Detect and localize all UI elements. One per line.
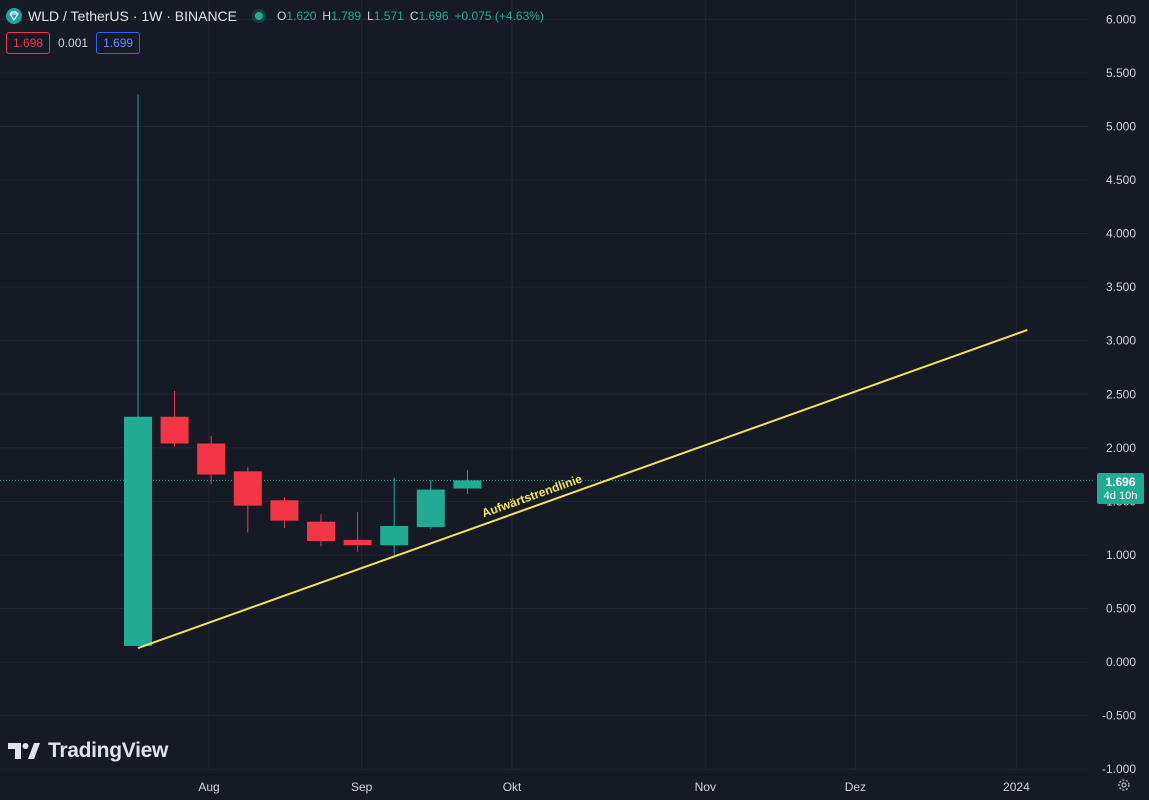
y-tick-label: -0.500 [1102, 709, 1136, 723]
ohlc-low: L1.571 [367, 9, 404, 23]
y-tick-label: -1.000 [1102, 762, 1136, 776]
ohlc-open: O1.620 [277, 9, 317, 23]
y-tick-label: 6.000 [1106, 12, 1136, 26]
y-tick-label: 4.000 [1106, 227, 1136, 241]
gear-icon[interactable] [1116, 777, 1132, 793]
y-tick-label: 1.000 [1106, 548, 1136, 562]
y-tick-label: 0.500 [1106, 601, 1136, 615]
y-tick-label: 5.500 [1106, 66, 1136, 80]
chart-legend: WLD / TetherUS · 1W · BINANCE O1.620 H1.… [6, 6, 544, 26]
ohlc-values: O1.620 H1.789 L1.571 C1.696 +0.075 (+4.6… [277, 9, 544, 23]
candle-down [160, 416, 189, 444]
candle-down [270, 500, 299, 521]
y-tick-label: 2.000 [1106, 441, 1136, 455]
candle-down [197, 443, 226, 475]
x-tick-label: Okt [503, 780, 522, 794]
last-price-value: 1.696 [1105, 475, 1136, 489]
candle-down [233, 471, 262, 506]
spread-value: 0.001 [58, 36, 89, 50]
y-tick-label: 5.000 [1106, 120, 1136, 134]
buy-sell-panel: 1.698 0.001 1.699 [6, 32, 141, 54]
x-tick-label: Nov [695, 780, 716, 794]
y-tick-label: 2.500 [1106, 387, 1136, 401]
buy-button[interactable]: 1.699 [96, 32, 141, 54]
x-tick-label: Dez [845, 780, 866, 794]
market-status-dot [255, 12, 264, 20]
y-tick-label: 3.500 [1106, 280, 1136, 294]
candle-down [343, 539, 372, 546]
y-tick-label: 0.000 [1106, 655, 1136, 669]
ohlc-high: H1.789 [322, 9, 362, 23]
trendline [137, 329, 1028, 650]
symbol-title[interactable]: WLD / TetherUS · 1W · BINANCE [28, 8, 238, 24]
brand-name: TradingView [48, 739, 169, 762]
worldcoin-logo-icon [6, 8, 22, 24]
candle-up [453, 480, 482, 489]
candle-up [124, 416, 152, 646]
tradingview-logo-icon [8, 743, 40, 759]
ohlc-close: C1.696 [409, 9, 449, 23]
x-tick-label: Sep [351, 780, 373, 794]
trendline-label: Aufwärtstrendlinie [480, 472, 584, 521]
ohlc-change: +0.075 (+4.63%) [454, 9, 544, 23]
y-tick-label: 3.000 [1106, 334, 1136, 348]
candle-down [307, 521, 335, 541]
x-tick-label: 2024 [1003, 780, 1030, 794]
last-price-label: 1.696 4d 10h [1097, 473, 1144, 504]
y-tick-label: 4.500 [1106, 173, 1136, 187]
tradingview-logo[interactable]: TradingView [8, 739, 168, 763]
bar-countdown: 4d 10h [1103, 490, 1138, 502]
candle-up [416, 489, 445, 528]
candle-up [380, 525, 409, 546]
sell-button[interactable]: 1.698 [6, 32, 51, 54]
x-tick-label: Aug [198, 780, 219, 794]
